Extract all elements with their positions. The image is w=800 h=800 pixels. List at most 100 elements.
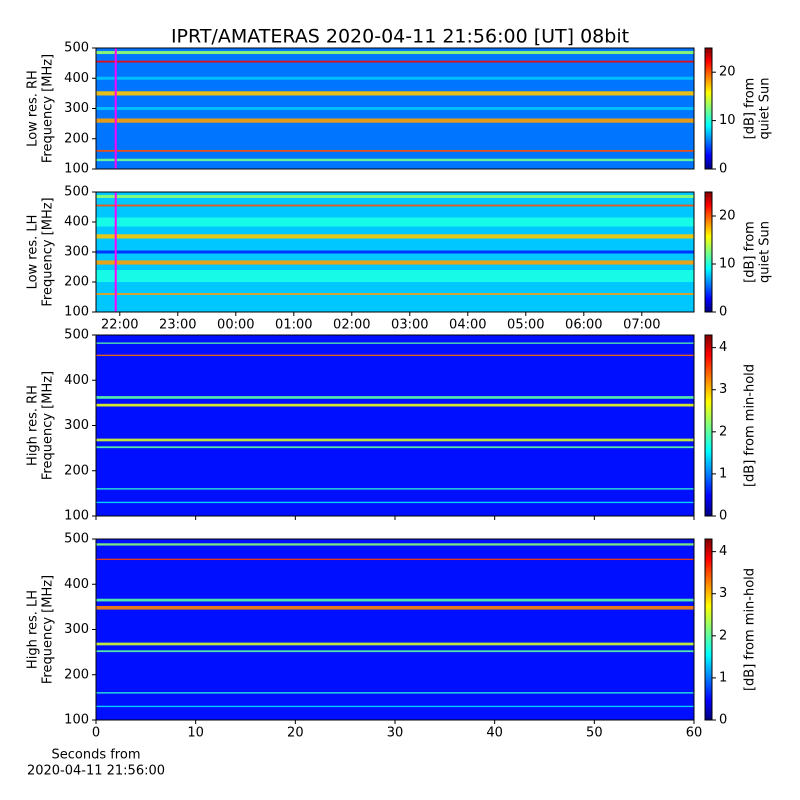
x-tick-label: 01:00	[275, 318, 312, 333]
heatmap-band	[96, 488, 694, 490]
colorbar-label: [dB] from min-hold	[743, 568, 758, 691]
heatmap-band	[96, 195, 694, 198]
x-tick-label: 30	[387, 726, 404, 741]
x-tick-label: 40	[486, 726, 503, 741]
colorbar-tick-label: 20	[719, 65, 736, 80]
colorbar	[704, 47, 713, 170]
heatmap-band	[96, 234, 694, 239]
colorbar-tick-label: 10	[719, 113, 736, 128]
heatmap-band	[96, 106, 694, 111]
colorbar-tick-label: 1	[719, 670, 727, 685]
y-axis-label: Low res. RH	[26, 70, 41, 147]
heatmap-band	[96, 403, 694, 407]
y-axis-label: Frequency [MHz]	[41, 575, 56, 684]
heatmap-band	[96, 396, 694, 399]
colorbar-tick-label: 3	[719, 382, 727, 397]
colorbar-tick-label: 0	[719, 305, 727, 320]
y-axis-label: High res. LH	[26, 590, 41, 669]
x-tick-label: 60	[686, 726, 703, 741]
colorbar-label: quiet Sun	[758, 77, 773, 139]
heatmap-band	[96, 438, 694, 442]
colorbar-tick-label: 4	[719, 340, 727, 355]
x-tick-label: 05:00	[507, 318, 544, 333]
colorbar-tick-label: 0	[719, 509, 727, 524]
heatmap-band	[96, 51, 694, 55]
colorbar	[704, 538, 713, 721]
y-tick-label: 300	[64, 245, 89, 260]
heatmap-band	[96, 270, 694, 282]
colorbar-tick-label: 10	[719, 257, 736, 272]
colorbar-tick-label: 3	[719, 586, 727, 601]
heatmap-band	[96, 118, 694, 123]
y-tick-label: 200	[64, 131, 89, 146]
y-tick-label: 100	[64, 305, 89, 320]
x-tick-label: 50	[586, 726, 603, 741]
heatmap-band	[96, 76, 694, 80]
heatmap-band	[96, 158, 694, 162]
heatmap-background	[96, 539, 694, 720]
y-tick-label: 100	[64, 162, 89, 177]
y-tick-label: 100	[64, 713, 89, 728]
y-tick-label: 400	[64, 373, 89, 388]
colorbar	[704, 191, 713, 313]
x-tick-label: 22:00	[101, 318, 138, 333]
x-tick-label: 0	[92, 726, 100, 741]
y-tick-label: 500	[64, 328, 89, 343]
heatmap-band	[96, 149, 694, 152]
heatmap-band	[96, 642, 694, 646]
x-tick-label: 04:00	[449, 318, 486, 333]
y-axis-label: High res. RH	[26, 385, 41, 466]
x-tick-label: 07:00	[623, 318, 660, 333]
y-axis-label: Frequency [MHz]	[41, 54, 56, 163]
heatmap-band	[96, 293, 694, 295]
colorbar-label: [dB] from	[743, 78, 758, 140]
y-tick-label: 200	[64, 667, 89, 682]
heatmap-band	[96, 446, 694, 449]
colorbar-tick-label: 0	[719, 713, 727, 728]
heatmap-band	[96, 217, 694, 227]
colorbar-tick-label: 4	[719, 544, 727, 559]
colorbar-label: [dB] from	[743, 221, 758, 283]
y-tick-label: 300	[64, 622, 89, 637]
colorbar-label: quiet Sun	[758, 221, 773, 283]
heatmap-band	[96, 598, 694, 602]
y-tick-label: 100	[64, 509, 89, 524]
heatmap-background	[96, 335, 694, 516]
heatmap-band	[96, 91, 694, 96]
x-tick-label: 03:00	[391, 318, 428, 333]
heatmap-band	[96, 250, 694, 254]
y-axis-label: Frequency [MHz]	[41, 197, 56, 306]
heatmap-band	[96, 605, 694, 610]
x-tick-label: 00:00	[217, 318, 254, 333]
heatmap-band	[96, 692, 694, 694]
heatmap-band	[96, 354, 694, 357]
y-axis-label: Low res. LH	[26, 215, 41, 290]
x-tick-label: 20	[287, 726, 304, 741]
y-tick-label: 200	[64, 275, 89, 290]
y-tick-label: 400	[64, 71, 89, 86]
chart-title: IPRT/AMATERAS 2020-04-11 21:56:00 [UT] 0…	[171, 26, 629, 48]
x-tick-label: 10	[187, 726, 204, 741]
y-tick-label: 300	[64, 101, 89, 116]
colorbar-tick-label: 20	[719, 209, 736, 224]
x-tick-label: 06:00	[565, 318, 602, 333]
y-tick-label: 500	[64, 532, 89, 547]
x-axis-label: 2020-04-11 21:56:00	[27, 764, 165, 779]
x-axis-label: Seconds from	[51, 748, 140, 763]
colorbar-tick-label: 2	[719, 424, 727, 439]
y-tick-label: 500	[64, 41, 89, 56]
colorbar-label: [dB] from min-hold	[743, 364, 758, 487]
colorbar	[704, 334, 713, 517]
colorbar-tick-label: 0	[719, 162, 727, 177]
heatmap-band	[96, 60, 694, 63]
heatmap-band	[96, 204, 694, 207]
x-tick-label: 23:00	[159, 318, 196, 333]
heatmap-band	[96, 342, 694, 344]
y-axis-label: Frequency [MHz]	[41, 371, 56, 480]
heatmap-band	[96, 501, 694, 504]
y-tick-label: 300	[64, 418, 89, 433]
y-tick-label: 200	[64, 463, 89, 478]
colorbar-tick-label: 1	[719, 466, 727, 481]
